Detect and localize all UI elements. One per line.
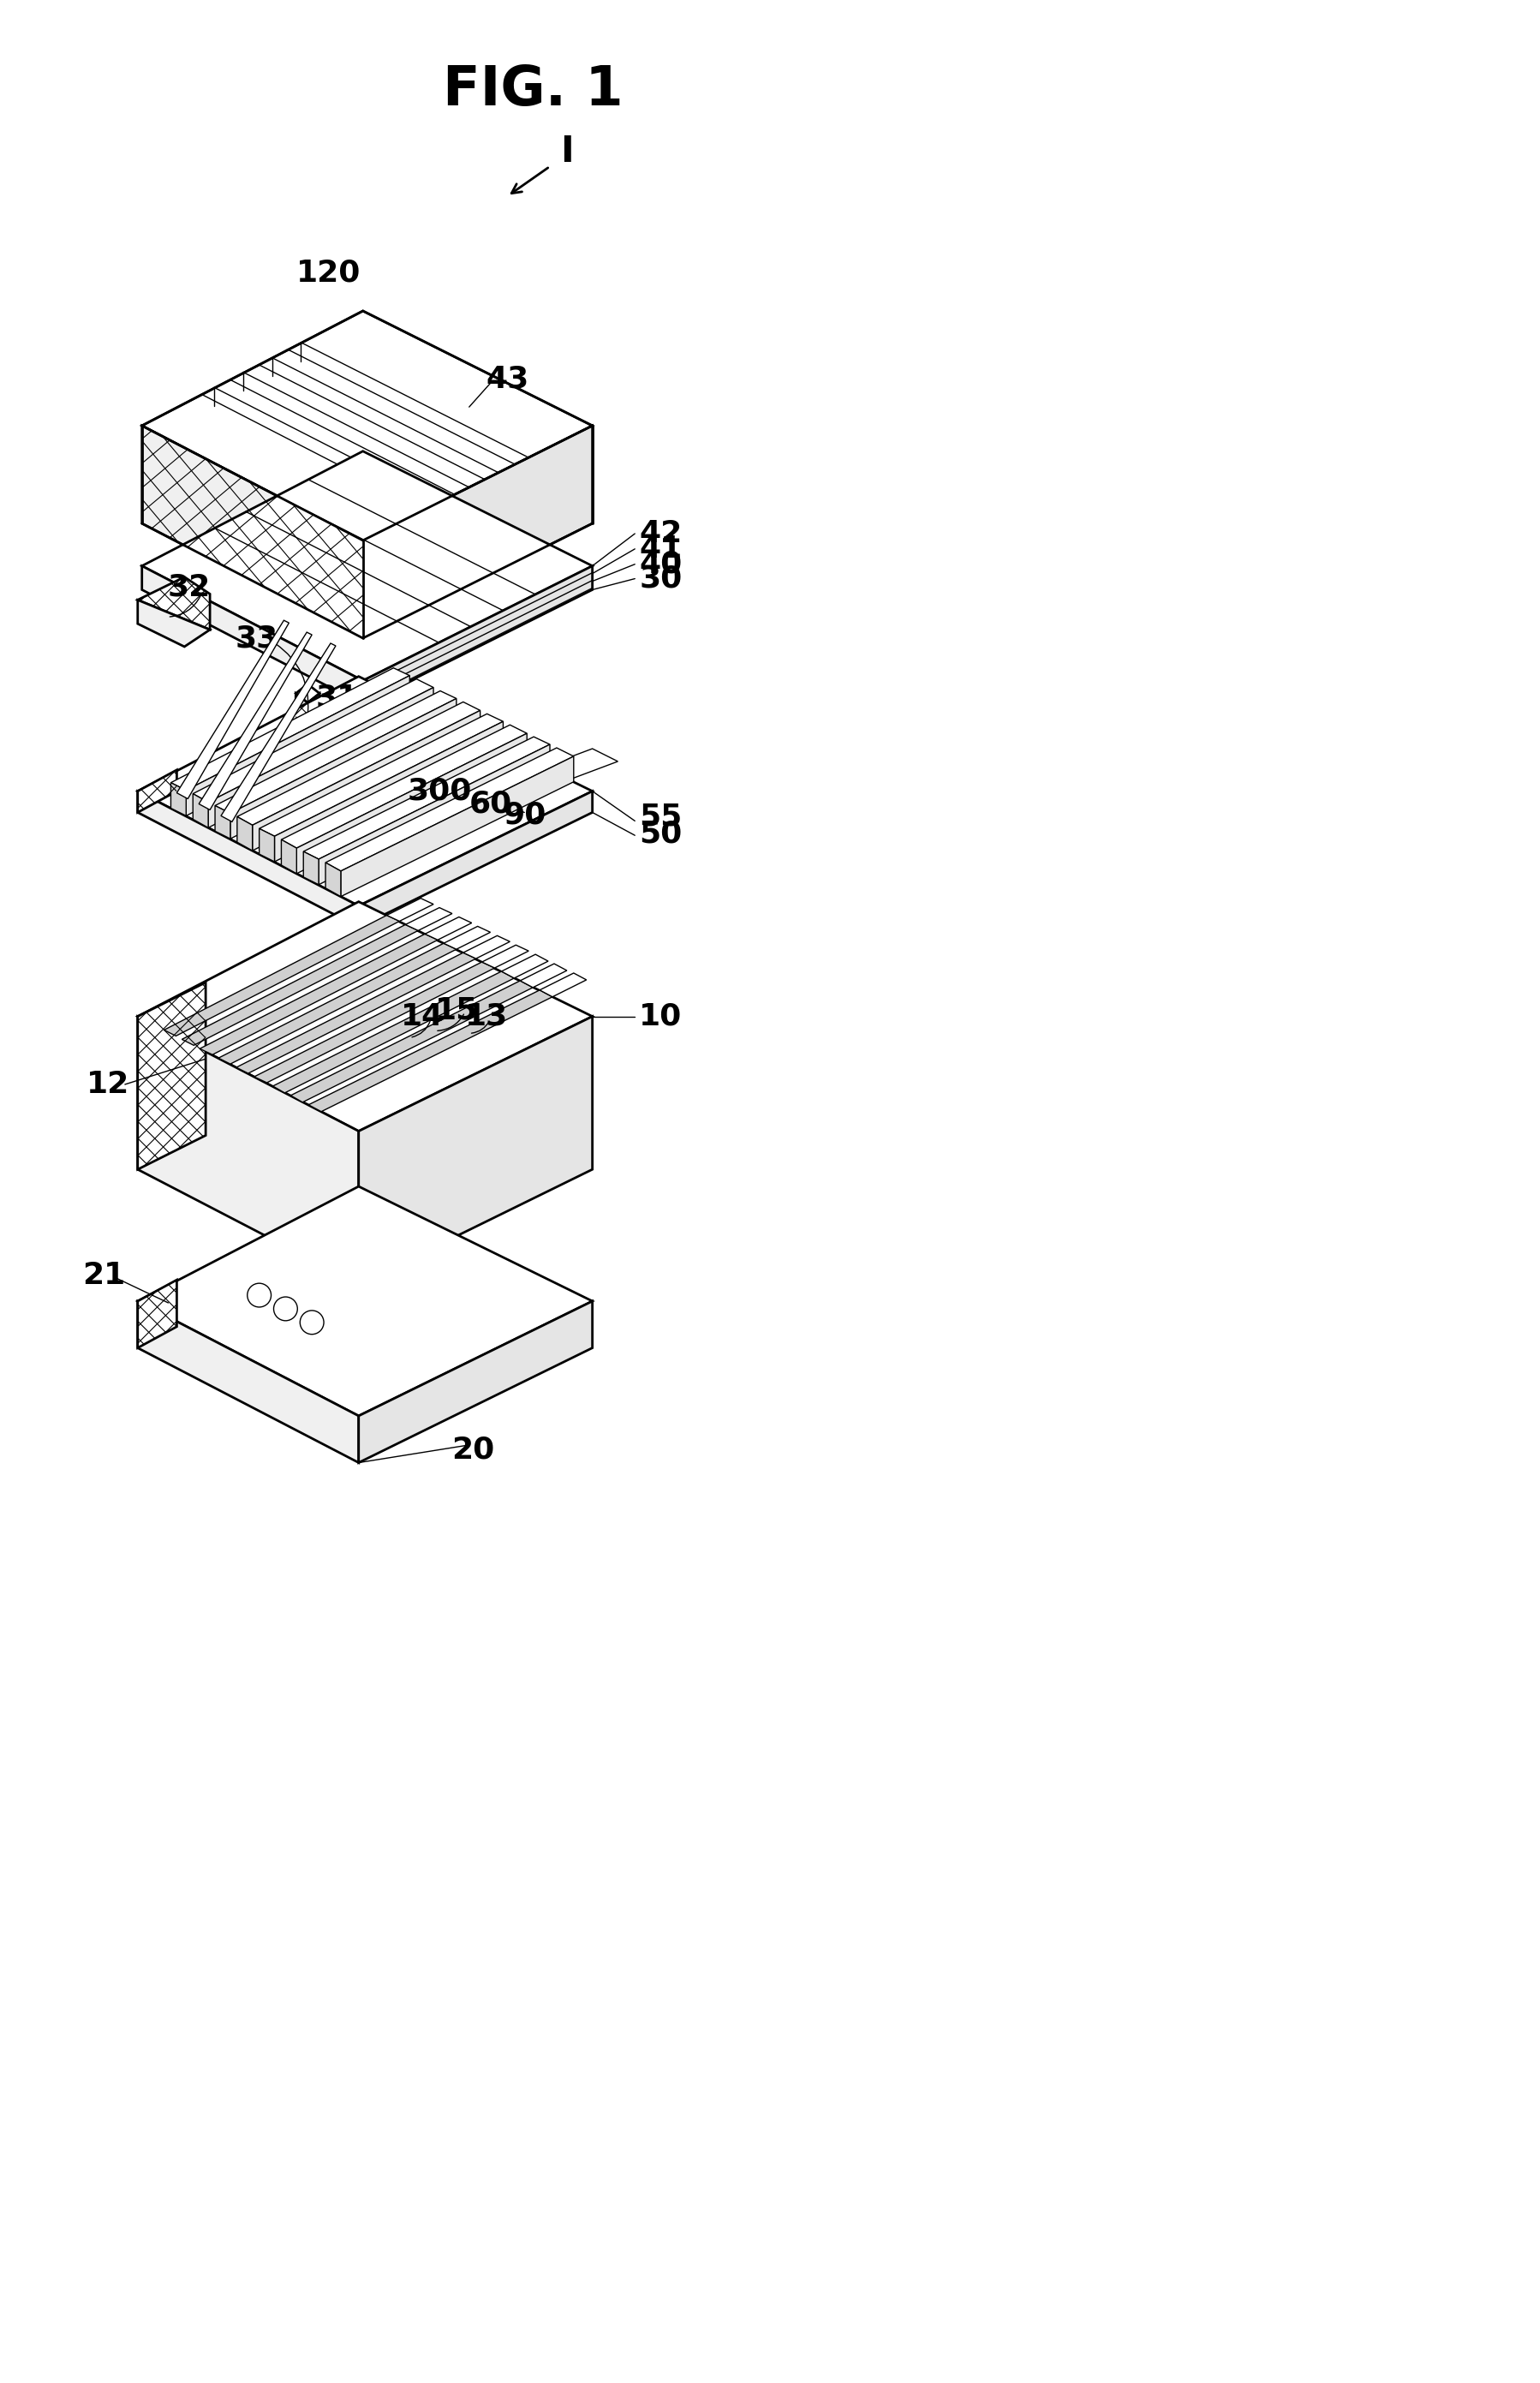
Text: 20: 20 (451, 1435, 494, 1466)
Polygon shape (521, 963, 567, 987)
Polygon shape (182, 925, 419, 1046)
Polygon shape (359, 1301, 593, 1463)
Polygon shape (303, 851, 319, 884)
Polygon shape (464, 937, 510, 958)
Polygon shape (231, 698, 456, 839)
Polygon shape (282, 724, 527, 848)
Polygon shape (200, 934, 437, 1056)
Polygon shape (199, 631, 313, 810)
Text: FIG. 1: FIG. 1 (442, 64, 624, 117)
Polygon shape (482, 946, 528, 967)
Polygon shape (137, 901, 593, 1132)
Text: 10: 10 (639, 1001, 682, 1032)
Polygon shape (137, 770, 177, 813)
Text: 32: 32 (168, 572, 209, 603)
Polygon shape (274, 722, 504, 863)
Polygon shape (171, 667, 410, 791)
Polygon shape (142, 565, 363, 705)
Polygon shape (291, 982, 533, 1103)
Polygon shape (325, 863, 340, 896)
Polygon shape (137, 982, 206, 1170)
Polygon shape (296, 684, 320, 703)
Polygon shape (363, 565, 593, 705)
Text: 300: 300 (407, 777, 471, 805)
Polygon shape (425, 917, 471, 939)
Polygon shape (359, 1018, 593, 1284)
Polygon shape (186, 674, 410, 815)
Polygon shape (525, 748, 618, 786)
Text: 14: 14 (400, 1001, 444, 1032)
Text: 13: 13 (465, 1001, 508, 1032)
Polygon shape (219, 944, 456, 1063)
Text: 90: 90 (502, 801, 547, 829)
Polygon shape (325, 748, 574, 872)
Polygon shape (192, 679, 433, 803)
Text: 42: 42 (639, 519, 682, 548)
Polygon shape (237, 817, 253, 851)
Polygon shape (137, 1280, 177, 1349)
Polygon shape (259, 715, 504, 836)
Polygon shape (137, 601, 209, 646)
Polygon shape (303, 736, 550, 860)
Polygon shape (273, 972, 514, 1094)
Text: 15: 15 (434, 996, 477, 1025)
Polygon shape (208, 686, 433, 827)
Polygon shape (282, 839, 297, 875)
Polygon shape (308, 693, 320, 784)
Polygon shape (297, 734, 527, 875)
Text: 60: 60 (468, 789, 511, 817)
Polygon shape (259, 829, 274, 863)
Polygon shape (165, 915, 399, 1037)
Polygon shape (308, 989, 553, 1110)
Text: 120: 120 (297, 257, 362, 288)
Polygon shape (137, 1018, 359, 1284)
Polygon shape (171, 782, 186, 815)
Text: 55: 55 (639, 803, 682, 832)
Polygon shape (539, 972, 587, 996)
Polygon shape (137, 677, 593, 906)
Polygon shape (405, 908, 453, 932)
Polygon shape (254, 963, 494, 1082)
Text: 43: 43 (485, 365, 528, 393)
Text: 31: 31 (316, 684, 359, 713)
Polygon shape (319, 743, 550, 884)
Text: 41: 41 (639, 534, 682, 562)
Polygon shape (236, 953, 476, 1072)
Text: 40: 40 (639, 550, 682, 579)
Polygon shape (216, 691, 456, 813)
Text: I: I (561, 133, 573, 169)
Polygon shape (363, 722, 374, 813)
Polygon shape (340, 755, 574, 896)
Polygon shape (137, 577, 209, 629)
Polygon shape (444, 927, 490, 948)
Polygon shape (363, 427, 593, 639)
Polygon shape (359, 791, 593, 927)
Polygon shape (142, 310, 593, 541)
Polygon shape (177, 620, 290, 798)
Polygon shape (502, 953, 548, 977)
Polygon shape (253, 710, 480, 851)
Polygon shape (137, 1187, 593, 1416)
Text: 50: 50 (639, 820, 682, 848)
Text: 33: 33 (236, 624, 279, 653)
Polygon shape (296, 693, 308, 784)
Polygon shape (137, 1301, 359, 1463)
Polygon shape (351, 722, 363, 813)
Polygon shape (237, 703, 480, 825)
Polygon shape (142, 427, 363, 639)
Text: 21: 21 (82, 1261, 125, 1289)
Polygon shape (216, 805, 231, 839)
Polygon shape (137, 791, 359, 927)
Text: 12: 12 (86, 1070, 129, 1099)
Polygon shape (387, 898, 433, 922)
Polygon shape (192, 794, 208, 827)
Polygon shape (142, 450, 593, 682)
Polygon shape (351, 713, 374, 732)
Polygon shape (220, 643, 336, 822)
Text: 30: 30 (639, 565, 682, 593)
